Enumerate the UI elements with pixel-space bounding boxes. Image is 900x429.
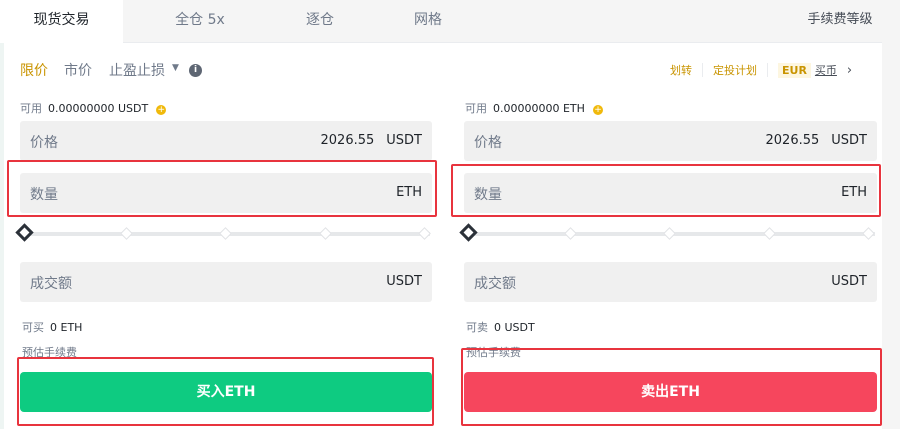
currency-badge: EUR — [778, 62, 811, 78]
available-label: 可用 — [20, 102, 42, 115]
divider — [702, 63, 703, 77]
order-type-market[interactable]: 市价 — [64, 63, 92, 79]
sell-available: 可用 0.00000000 ETH + — [465, 97, 604, 116]
buy-percent-slider[interactable] — [15, 223, 432, 244]
sell-button[interactable]: 卖出ETH — [464, 372, 877, 412]
order-type-stop-limit[interactable]: 止盈止损 — [109, 63, 165, 79]
tab-isolated-margin[interactable]: 逐仓 — [306, 12, 334, 28]
add-funds-icon[interactable]: + — [156, 105, 167, 115]
divider — [0, 43, 4, 429]
slider-handle[interactable] — [15, 223, 34, 242]
dca-plan-link[interactable]: 定投计划 — [713, 64, 757, 77]
highlight-box — [17, 357, 434, 426]
highlight-box — [7, 160, 437, 217]
price-unit: USDT — [386, 133, 422, 148]
quantity-unit: ETH — [841, 185, 867, 200]
amount-label: 成交额 — [30, 276, 72, 292]
sell-percent-slider[interactable] — [459, 223, 877, 244]
buy-crypto-link[interactable]: 买币 — [814, 64, 837, 77]
tab-cross-margin[interactable]: 全仓 5x — [175, 12, 225, 28]
divider — [767, 63, 768, 77]
max-sell-label: 可卖 — [466, 321, 488, 334]
available-value: 0.00000000 USDT — [48, 102, 149, 115]
transfer-link[interactable]: 划转 — [670, 64, 692, 77]
caret-down-icon[interactable]: ▼ — [172, 63, 179, 73]
buy-price-input[interactable]: 价格 2026.55 USDT — [20, 121, 432, 161]
amount-label: 成交额 — [474, 276, 516, 292]
quantity-label: 数量 — [474, 187, 502, 203]
available-value: 0.00000000 ETH — [493, 102, 585, 115]
amount-unit: USDT — [386, 274, 422, 289]
sell-quantity-input[interactable]: 数量 ETH — [464, 173, 877, 213]
buy-quantity-input[interactable]: 数量 ETH — [20, 173, 432, 213]
price-label: 价格 — [474, 135, 502, 151]
order-type-limit[interactable]: 限价 — [20, 63, 48, 79]
fee-estimate-label: 预估手续费 — [22, 346, 77, 359]
buy-button[interactable]: 买入ETH — [20, 372, 432, 412]
max-sell-value: 0 USDT — [494, 321, 535, 334]
quantity-label: 数量 — [30, 187, 58, 203]
buy-available: 可用 0.00000000 USDT + — [20, 97, 167, 116]
info-icon[interactable]: i — [189, 64, 202, 77]
price-value: 2026.55 — [320, 133, 375, 148]
highlight-box — [451, 164, 881, 217]
available-label: 可用 — [465, 102, 487, 115]
chevron-right-icon[interactable]: › — [846, 62, 853, 78]
amount-unit: USDT — [831, 274, 867, 289]
scrollbar[interactable] — [882, 0, 900, 429]
fee-level-link[interactable]: 手续费等级 — [807, 12, 873, 27]
trade-mode-tabs: 现货交易 全仓 5x 逐仓 网格 手续费等级 — [0, 0, 882, 44]
max-buy-value: 0 ETH — [50, 321, 83, 334]
slider-handle[interactable] — [459, 223, 478, 242]
max-buy-label: 可买 — [22, 321, 44, 334]
price-value: 2026.55 — [765, 133, 820, 148]
buy-amount-input[interactable]: 成交额 USDT — [20, 262, 432, 302]
add-funds-icon[interactable]: + — [593, 105, 604, 115]
price-unit: USDT — [831, 133, 867, 148]
price-label: 价格 — [30, 135, 58, 151]
sell-price-input[interactable]: 价格 2026.55 USDT — [464, 121, 877, 161]
tab-spot[interactable]: 现货交易 — [0, 0, 123, 44]
quantity-unit: ETH — [396, 185, 422, 200]
sell-amount-input[interactable]: 成交额 USDT — [464, 262, 877, 302]
highlight-box — [461, 348, 882, 426]
tab-grid[interactable]: 网格 — [414, 12, 442, 28]
